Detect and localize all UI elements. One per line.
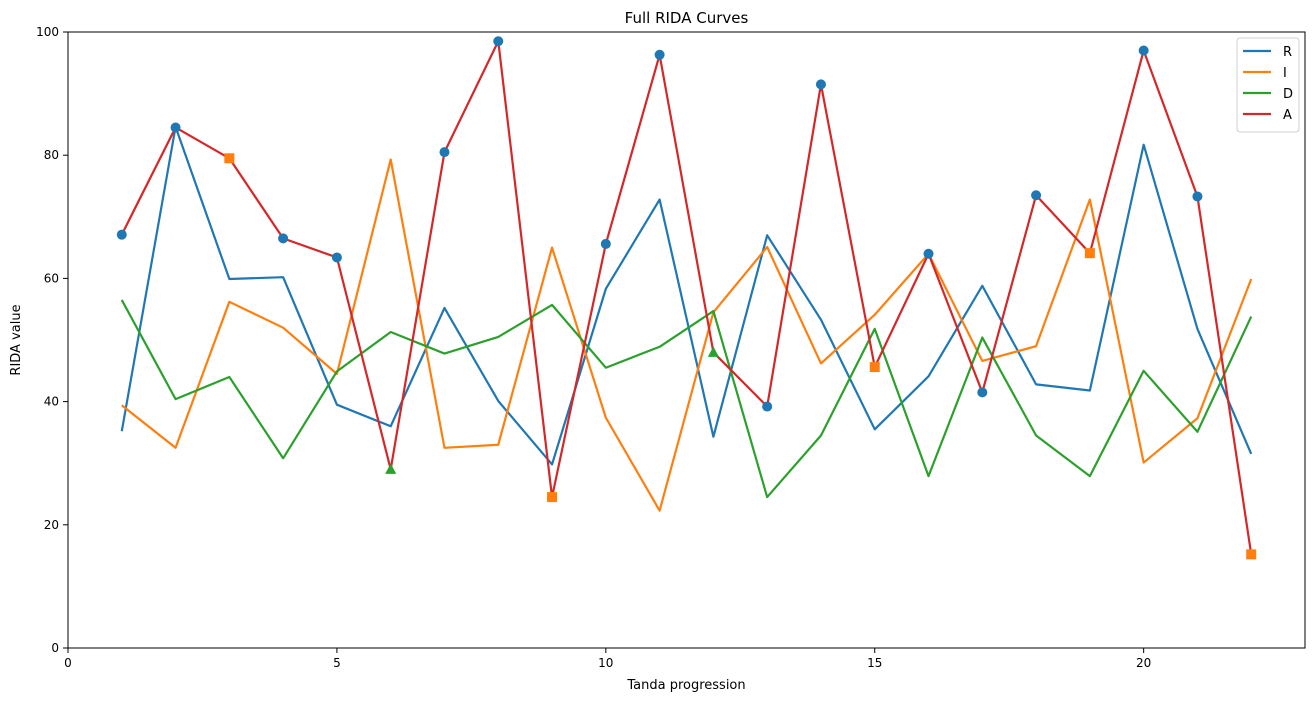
y-axis-label: RIDA value [9, 304, 24, 375]
point-marker-r [923, 248, 934, 259]
point-marker-r [1138, 45, 1149, 56]
series-line-a [120, 40, 1253, 555]
y-tick-label: 40 [44, 395, 59, 409]
x-tick-label: 0 [64, 656, 72, 670]
point-marker-r [762, 401, 773, 412]
point-marker-i [224, 153, 235, 164]
point-marker-r [977, 387, 988, 398]
point-marker-r [1192, 191, 1203, 202]
point-marker-i [547, 492, 558, 503]
legend-label-r: R [1283, 45, 1292, 60]
series-markers [116, 36, 1257, 560]
point-marker-i [1246, 549, 1257, 560]
point-marker-r [815, 79, 826, 90]
point-marker-r [331, 252, 342, 263]
x-tick-label: 10 [598, 656, 613, 670]
point-marker-r [439, 147, 450, 158]
plot-frame [67, 31, 1306, 649]
point-marker-r [116, 229, 127, 240]
x-axis-label: Tanda progression [626, 678, 745, 693]
point-marker-r [278, 233, 289, 244]
point-marker-i [1084, 248, 1095, 259]
point-marker-r [170, 122, 181, 133]
y-tick-label: 60 [44, 271, 59, 285]
x-tick-label: 5 [333, 656, 341, 670]
point-marker-r [493, 36, 504, 47]
point-marker-d [385, 463, 397, 474]
y-tick-label: 0 [51, 641, 59, 655]
series-line-i [121, 158, 1253, 512]
point-marker-r [654, 49, 665, 60]
series-lines [120, 40, 1253, 555]
legend-label-i: I [1283, 66, 1287, 81]
legend-label-d: D [1283, 87, 1293, 102]
point-marker-d [707, 346, 719, 357]
y-tick-label: 80 [44, 148, 59, 162]
series-line-d [120, 299, 1253, 499]
point-marker-r [600, 238, 611, 249]
legend-label-a: A [1283, 108, 1292, 123]
chart-title: Full RIDA Curves [625, 9, 749, 27]
y-tick-label: 100 [36, 25, 59, 39]
axis-ticks: 0 5 10 15 20 0 20 40 60 80 100 [36, 25, 1151, 670]
series-line-r [120, 125, 1253, 466]
legend-box [1236, 37, 1300, 133]
point-marker-r [1031, 190, 1042, 201]
point-marker-i [869, 362, 880, 373]
x-tick-label: 15 [867, 656, 882, 670]
y-tick-label: 20 [44, 518, 59, 532]
legend: RIDA [1236, 37, 1300, 133]
x-tick-label: 20 [1136, 656, 1151, 670]
